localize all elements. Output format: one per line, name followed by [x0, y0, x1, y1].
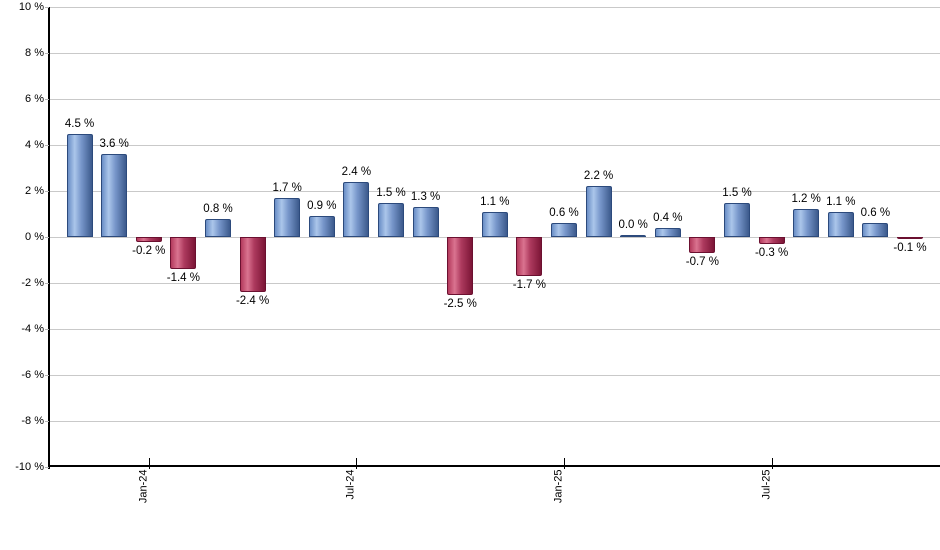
y-axis-tick-label: -8 %	[21, 415, 44, 427]
bar-Nov-23[interactable]	[66, 133, 93, 237]
bar-value-label: -1.4 %	[166, 272, 201, 285]
x-axis-tick-label: Jan-25	[552, 469, 565, 504]
bar-value-label: 0.6 %	[860, 207, 891, 220]
y-axis-tick	[45, 7, 49, 8]
y-axis-tick	[45, 145, 49, 146]
y-axis-tick-label: 6 %	[25, 93, 44, 105]
x-axis-tick	[356, 458, 358, 469]
y-axis-tick	[45, 467, 49, 468]
bar-May-25[interactable]	[689, 237, 716, 254]
plot-area: 4.5 % 3.6 % -0.2 % -1.4 % 0.8 % -2.4 % 1.7 % 0.…	[50, 7, 940, 467]
y-axis-tick	[45, 237, 49, 238]
bar-Jul-24[interactable]	[343, 181, 370, 237]
bar-Mar-25[interactable]	[620, 235, 647, 237]
gridline	[50, 237, 940, 238]
bar-value-label: 3.6 %	[99, 138, 129, 151]
bar-Aug-25[interactable]	[793, 209, 820, 237]
bar-Oct-24[interactable]	[447, 237, 474, 295]
bar-Feb-25[interactable]	[585, 186, 612, 237]
bar-value-label: -2.5 %	[443, 297, 477, 310]
bar-Jan-25[interactable]	[551, 223, 577, 237]
y-axis-tick	[45, 191, 49, 192]
y-axis-line	[48, 7, 50, 469]
bar-Jun-25[interactable]	[724, 202, 750, 237]
gridline	[50, 329, 940, 330]
gridline	[50, 53, 940, 54]
y-axis-tick-label: -2 %	[21, 277, 44, 289]
gridline	[50, 375, 940, 376]
bar-value-label: 1.3 %	[410, 191, 441, 204]
bar-value-label: 0.8 %	[203, 202, 233, 215]
bar-Jul-25[interactable]	[758, 237, 785, 244]
bar-value-label: 0.0 %	[618, 219, 648, 231]
y-axis-tick-label: 10 %	[18, 1, 44, 13]
bar-value-label: 1.7 %	[272, 181, 302, 194]
bar-value-label: 1.1 %	[480, 195, 510, 208]
y-axis-tick-label: -10 %	[15, 461, 44, 473]
bar-value-label: 0.4 %	[653, 211, 683, 224]
y-axis-tick	[45, 99, 49, 100]
y-axis-tick	[45, 375, 49, 376]
y-axis-tick-label: -6 %	[21, 369, 44, 381]
gridline	[50, 421, 940, 422]
y-axis-tick-label: 2 %	[25, 185, 44, 197]
bar-Dec-23[interactable]	[101, 154, 128, 237]
x-axis-tick	[564, 458, 565, 469]
bar-value-label: 1.5 %	[376, 186, 406, 199]
bar-Feb-24[interactable]	[170, 237, 197, 270]
bar-value-label: 0.6 %	[549, 207, 579, 220]
y-axis-tick	[45, 283, 49, 284]
y-axis-tick-label: 0 %	[25, 231, 44, 243]
gridline	[50, 191, 940, 192]
gridline	[50, 145, 940, 146]
bar-Oct-25[interactable]	[862, 223, 889, 237]
y-axis-tick	[45, 421, 49, 422]
bar-Apr-25[interactable]	[654, 227, 681, 237]
y-axis-tick	[45, 329, 49, 330]
bar-Apr-24[interactable]	[239, 237, 266, 293]
bar-Mar-24[interactable]	[205, 218, 231, 237]
gridline	[50, 99, 940, 100]
y-axis-tick-label: -4 %	[21, 323, 44, 335]
bar-value-label: -1.7 %	[512, 279, 547, 292]
bar-Jun-24[interactable]	[308, 216, 335, 237]
y-axis-tick	[45, 53, 49, 54]
x-axis-tick-label: Jul-24	[344, 469, 357, 500]
bar-value-label: 0.9 %	[307, 200, 337, 213]
bar-value-label: 1.1 %	[826, 195, 856, 208]
bar-value-label: -0.2 %	[132, 244, 166, 257]
bar-Nov-24[interactable]	[481, 211, 508, 237]
bar-value-label: -0.7 %	[685, 256, 720, 269]
x-axis-tick	[148, 458, 150, 469]
x-axis-tick-label: Jul-25	[760, 469, 773, 500]
y-axis-tick-label: 8 %	[25, 47, 44, 59]
bar-Sep-25[interactable]	[827, 211, 854, 237]
bar-value-label: 4.5 %	[64, 117, 95, 130]
bar-value-label: -0.1 %	[893, 242, 927, 255]
bar-Dec-24[interactable]	[516, 237, 543, 277]
x-axis-tick-label: Jan-24	[137, 469, 150, 504]
bar-May-24[interactable]	[274, 197, 301, 237]
bar-Nov-25[interactable]	[897, 237, 923, 240]
bar-Sep-24[interactable]	[412, 207, 439, 237]
bar-Jan-24[interactable]	[135, 237, 162, 242]
y-axis-tick-label: 4 %	[25, 139, 44, 151]
bar-value-label: -0.3 %	[754, 246, 789, 259]
bar-value-label: 2.2 %	[583, 170, 614, 183]
x-axis-tick	[771, 458, 773, 469]
gridline	[50, 7, 940, 8]
gridline	[50, 283, 940, 284]
bar-Aug-24[interactable]	[378, 202, 404, 237]
bar-value-label: -2.4 %	[235, 295, 270, 308]
x-axis-line	[50, 465, 940, 467]
bar-value-label: 1.2 %	[791, 193, 821, 206]
bar-value-label: 2.4 %	[341, 165, 372, 178]
bar-value-label: 1.5 %	[722, 186, 752, 199]
